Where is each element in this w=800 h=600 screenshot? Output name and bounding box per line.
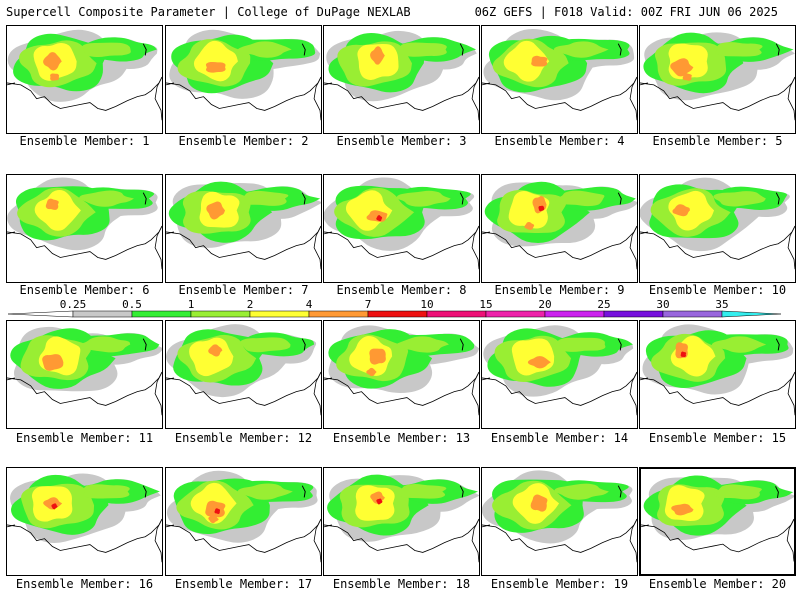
member-label: Ensemble Member: 15 — [648, 431, 787, 445]
colorbar-tick-label: 0.25 — [59, 298, 87, 311]
member-label: Ensemble Member: 5 — [652, 134, 783, 148]
colorbar-scale — [8, 310, 782, 318]
member-map-1[interactable] — [6, 25, 163, 134]
member-label: Ensemble Member: 3 — [336, 134, 467, 148]
colorbar-segment — [544, 310, 605, 318]
member-map-svg — [640, 32, 795, 121]
member-label: Ensemble Member: 7 — [178, 283, 309, 297]
member-label: Ensemble Member: 14 — [490, 431, 629, 445]
colorbar-segment — [426, 310, 487, 318]
member-map-svg — [7, 473, 162, 563]
member-map-17[interactable] — [165, 467, 322, 576]
member-map-4[interactable] — [481, 25, 638, 134]
colorbar-segment — [662, 310, 723, 318]
colorbar-segment — [308, 310, 369, 318]
member-map-8[interactable] — [323, 174, 480, 283]
member-map-19[interactable] — [481, 467, 638, 576]
member-map-svg — [7, 177, 162, 270]
member-label: Ensemble Member: 17 — [174, 577, 313, 591]
member-map-7[interactable] — [165, 174, 322, 283]
member-map-15[interactable] — [639, 320, 796, 429]
member-map-svg — [7, 29, 162, 121]
member-map-2[interactable] — [165, 25, 322, 134]
member-map-svg — [166, 29, 321, 121]
member-label: Ensemble Member: 19 — [490, 577, 629, 591]
member-map-svg — [166, 324, 321, 416]
member-map-6[interactable] — [6, 174, 163, 283]
member-map-11[interactable] — [6, 320, 163, 429]
colorbar-tick-label: 35 — [715, 298, 729, 311]
member-map-9[interactable] — [481, 174, 638, 283]
colorbar-tick-label: 15 — [479, 298, 493, 311]
member-label: Ensemble Member: 16 — [15, 577, 154, 591]
colorbar-segment — [190, 310, 251, 318]
colorbar-segment — [721, 310, 782, 318]
colorbar-segment — [8, 310, 74, 318]
member-map-12[interactable] — [165, 320, 322, 429]
member-map-5[interactable] — [639, 25, 796, 134]
colorbar-tick-label: 2 — [246, 298, 254, 311]
member-map-svg — [641, 475, 794, 562]
member-label: Ensemble Member: 12 — [174, 431, 313, 445]
member-map-svg — [324, 30, 479, 121]
colorbar-segment — [249, 310, 310, 318]
member-label: Ensemble Member: 2 — [178, 134, 309, 148]
member-map-svg — [166, 470, 321, 563]
colorbar-tick-label: 20 — [538, 298, 552, 311]
colorbar: 0.25 0.5 1 2 4 7 10 15 20 25 30 35 — [8, 298, 792, 322]
colorbar-segment — [603, 310, 664, 318]
member-map-svg — [482, 325, 637, 416]
colorbar-tick-label: 7 — [364, 298, 372, 311]
member-label: Ensemble Member: 13 — [332, 431, 471, 445]
member-map-svg — [482, 181, 637, 270]
member-label: Ensemble Member: 20 — [648, 577, 787, 591]
member-map-svg — [324, 474, 479, 563]
member-label: Ensemble Member: 6 — [19, 283, 150, 297]
colorbar-tick-label: 4 — [305, 298, 313, 311]
member-map-svg — [640, 177, 795, 270]
member-label: Ensemble Member: 8 — [336, 283, 467, 297]
member-map-16[interactable] — [6, 467, 163, 576]
member-map-svg — [324, 177, 479, 270]
member-map-svg — [166, 181, 321, 270]
member-map-svg — [324, 325, 479, 416]
member-map-3[interactable] — [323, 25, 480, 134]
colorbar-segment — [367, 310, 428, 318]
header-valid-time: 06Z GEFS | F018 Valid: 00Z FRI JUN 06 20… — [474, 5, 778, 19]
member-map-svg — [482, 28, 637, 121]
member-label: Ensemble Member: 9 — [494, 283, 625, 297]
member-map-svg — [482, 470, 637, 563]
member-map-18[interactable] — [323, 467, 480, 576]
colorbar-tick-label: 1 — [187, 298, 195, 311]
member-map-svg — [640, 324, 795, 416]
colorbar-tick-label: 25 — [597, 298, 611, 311]
member-map-10[interactable] — [639, 174, 796, 283]
member-map-20[interactable] — [639, 467, 796, 576]
colorbar-segment — [131, 310, 192, 318]
header-title: Supercell Composite Parameter | College … — [6, 5, 411, 19]
colorbar-tick-label: 10 — [420, 298, 434, 311]
member-label: Ensemble Member: 10 — [648, 283, 787, 297]
colorbar-segment — [485, 310, 546, 318]
member-map-svg — [7, 326, 162, 416]
member-label: Ensemble Member: 18 — [332, 577, 471, 591]
member-label: Ensemble Member: 4 — [494, 134, 625, 148]
member-label: Ensemble Member: 1 — [19, 134, 150, 148]
member-label: Ensemble Member: 11 — [15, 431, 154, 445]
member-map-13[interactable] — [323, 320, 480, 429]
colorbar-tick-label: 0.5 — [122, 298, 142, 311]
colorbar-tick-label: 30 — [656, 298, 670, 311]
colorbar-segment — [72, 310, 133, 318]
member-map-14[interactable] — [481, 320, 638, 429]
